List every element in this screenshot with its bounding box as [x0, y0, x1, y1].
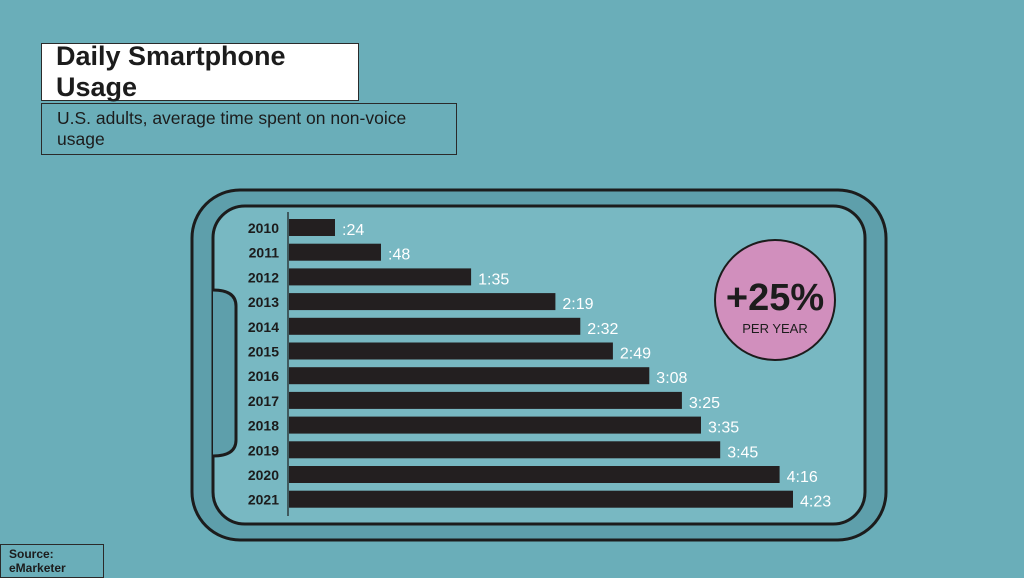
- bar-2013: [289, 293, 556, 311]
- chart-subtitle: U.S. adults, average time spent on non-v…: [41, 103, 457, 155]
- bar-2020: [289, 466, 780, 483]
- year-label-2017: 2017: [248, 393, 279, 409]
- value-label-2020: 4:16: [787, 469, 818, 486]
- year-label-2012: 2012: [248, 269, 279, 285]
- value-labels-group: :24 :48 1:35 2:19 2:322:49 3:083:25 3:35 3:45 4:…: [342, 222, 831, 511]
- value-label-2012: 1:35: [478, 271, 509, 288]
- bar-2016: [289, 367, 650, 385]
- year-label-2010: 2010: [248, 220, 279, 236]
- bar-2012: [289, 268, 472, 286]
- bar-2019: [289, 441, 721, 459]
- value-label-2011: :48: [388, 247, 410, 264]
- bar-2017: [289, 391, 682, 409]
- value-label-2015: 2:49: [620, 346, 651, 363]
- year-label-2018: 2018: [248, 418, 279, 434]
- value-label-2021: 4:23: [800, 494, 831, 511]
- bars-group: [289, 219, 793, 508]
- bar-2011: [289, 243, 381, 261]
- year-label-2014: 2014: [248, 319, 279, 335]
- value-label-2017: 3:25: [689, 395, 720, 412]
- bar-2015: [289, 342, 613, 360]
- year-label-2020: 2020: [248, 467, 279, 483]
- growth-badge-circle: [714, 239, 836, 361]
- value-label-2016: 3:08: [656, 370, 687, 387]
- year-labels-group: 2010 2011 2012 2013 2014 2015 2016 2017 2018 2019…: [248, 220, 279, 508]
- value-label-2013: 2:19: [562, 296, 593, 313]
- phone-side-button: [212, 288, 238, 458]
- value-label-2014: 2:32: [587, 321, 618, 338]
- source-note: Source: eMarketer: [0, 544, 104, 578]
- year-label-2015: 2015: [248, 344, 279, 360]
- bar-2010: [289, 219, 335, 236]
- value-label-2010: :24: [342, 222, 364, 239]
- year-label-2011: 2011: [249, 245, 280, 261]
- year-label-2016: 2016: [248, 368, 279, 384]
- year-label-2021: 2021: [248, 492, 279, 508]
- growth-badge-label: PER YEAR: [742, 321, 808, 336]
- value-label-2018: 3:35: [708, 420, 739, 437]
- bar-2021: [289, 490, 793, 508]
- bar-2014: [289, 317, 581, 335]
- bar-2018: [289, 416, 701, 434]
- growth-badge-value: +25%: [726, 277, 824, 319]
- chart-title: Daily Smartphone Usage: [41, 41, 359, 102]
- year-label-2013: 2013: [248, 294, 279, 310]
- year-label-2019: 2019: [248, 442, 279, 458]
- value-label-2019: 3:45: [727, 444, 758, 461]
